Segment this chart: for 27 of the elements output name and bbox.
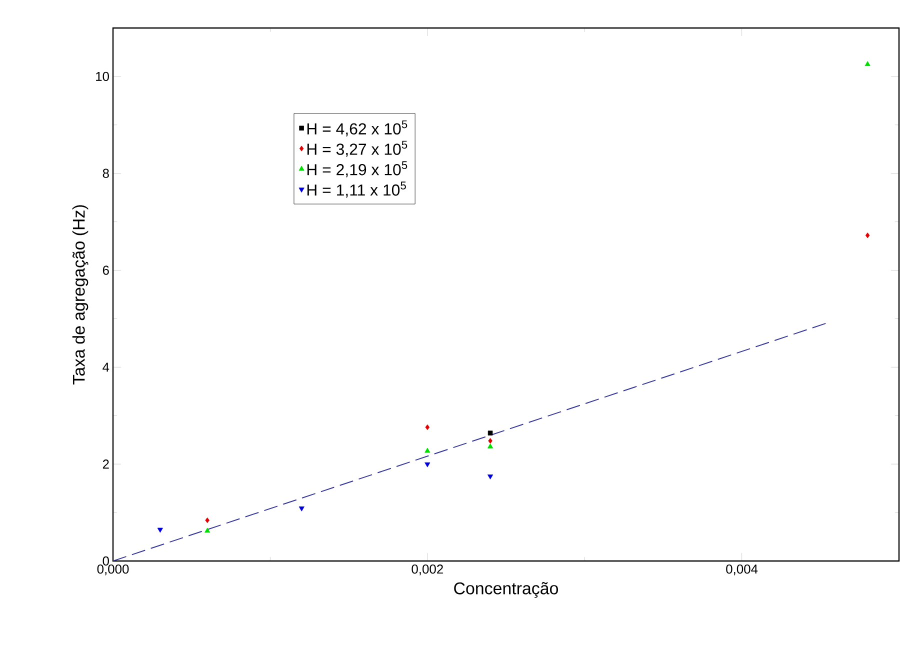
x-axis-title: Concentração: [454, 582, 558, 598]
x-tick-label: 0,002: [412, 564, 443, 576]
point: [488, 438, 492, 444]
point: [488, 430, 493, 436]
point: [424, 448, 430, 453]
point: [864, 61, 870, 66]
point: [865, 232, 870, 238]
point: [488, 443, 494, 448]
y-tick-label: 8: [102, 168, 109, 178]
x-tick-label: 0,004: [726, 564, 758, 576]
legend-label: H = 2,19 x 10$^{5}$: [307, 161, 408, 178]
point: [424, 462, 430, 468]
y-axis-title: Taxa de agregação (Hz): [72, 205, 88, 384]
legend-label: H = 4,62 x 10$^{5}$: [307, 120, 408, 136]
y-tick-label: 6: [102, 266, 109, 275]
legend-label: H = 3,27 x 10$^{5}$: [307, 140, 408, 157]
point: [488, 474, 494, 480]
y-tick-label: 0: [102, 556, 109, 566]
point: [298, 506, 304, 512]
y-tick-label: 10: [96, 72, 109, 82]
legend-label: H = 1,11 x 10$^{5}$: [307, 182, 406, 198]
point: [425, 424, 430, 430]
point: [157, 528, 163, 533]
point: [204, 528, 210, 533]
y-tick-label: 4: [102, 362, 110, 372]
y-tick-label: 2: [102, 460, 109, 469]
x-tick-label: 0,000: [97, 564, 129, 576]
